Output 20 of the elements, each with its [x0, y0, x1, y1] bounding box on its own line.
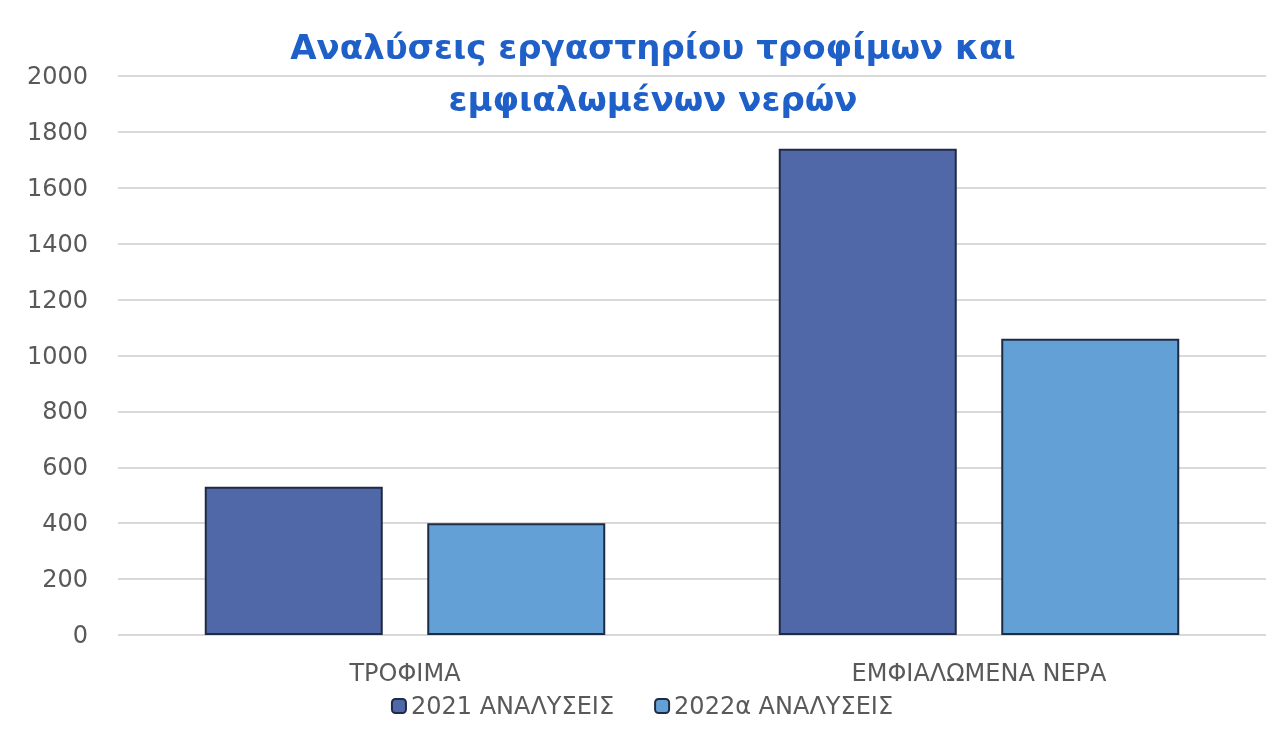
y-tick-label: 800 — [42, 397, 88, 426]
y-tick-label: 200 — [42, 565, 88, 594]
y-tick-label: 1200 — [26, 285, 88, 314]
y-tick-label: 1800 — [26, 117, 88, 146]
y-tick-label: 2000 — [26, 62, 88, 90]
x-tick-label: ΤΡΟΦΙΜΑ — [348, 659, 462, 687]
legend-label: 2021 ΑΝΑΛΥΣΕΙΣ — [410, 692, 615, 720]
y-tick-label: 1400 — [26, 229, 88, 258]
y-tick-label: 1600 — [26, 173, 88, 202]
legend-label: 2022α ΑΝΑΛΥΣΕΙΣ — [674, 692, 894, 720]
bar — [1001, 338, 1180, 635]
x-tick-label: ΕΜΦΙΑΛΩΜΕΝΑ ΝΕΡΑ — [851, 659, 1108, 687]
y-tick-label: 600 — [42, 453, 88, 482]
bar — [778, 148, 957, 635]
bar — [427, 523, 606, 635]
y-tick-label: 400 — [42, 509, 88, 538]
y-tick-label: 1000 — [26, 341, 88, 370]
y-tick-label: 0 — [72, 621, 88, 649]
bar — [204, 486, 383, 635]
chart-title: Αναλύσεις εργαστηρίου τροφίμων και εμφιαλωμένων νερών — [290, 27, 1016, 119]
